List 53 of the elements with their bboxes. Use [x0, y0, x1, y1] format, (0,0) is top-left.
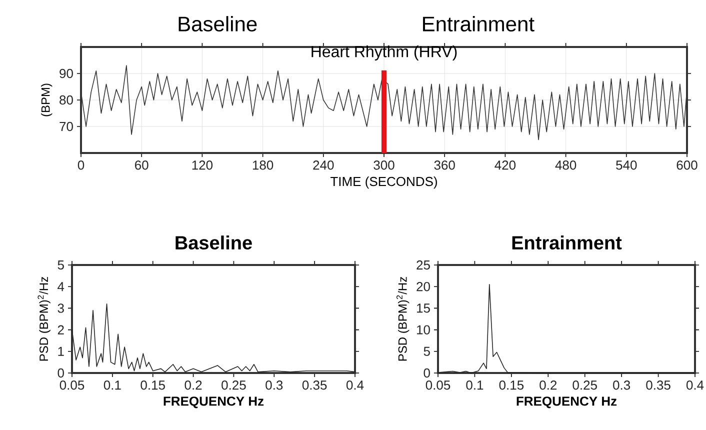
y-tick-label: 10	[417, 325, 430, 334]
x-tick-label: 420	[494, 160, 516, 170]
x-tick-label: 0.4	[686, 380, 704, 390]
x-tick-label: 0.05	[60, 380, 84, 390]
x-axis-title: FREQUENCY Hz	[516, 396, 617, 408]
x-tick-label: 60	[135, 160, 148, 170]
text: Baseline	[178, 16, 257, 32]
x-tick-label: 0.25	[222, 380, 246, 390]
y-tick-label: 15	[417, 304, 430, 313]
x-tick-label: 300	[374, 160, 394, 170]
chart-title: Baseline	[176, 236, 252, 250]
y-tick-label: 90	[60, 68, 73, 78]
y-tick-label: 4	[58, 282, 64, 292]
x-axis-title: TIME (SECONDS)	[330, 176, 437, 189]
y-tick-label: 0	[424, 368, 430, 378]
x-tick-label: 120	[192, 160, 213, 170]
x-tick-label: 0.15	[140, 380, 165, 390]
y-tick-label: 70	[60, 122, 73, 132]
y-axis-title: PSD (BPM)$^{2}$/Hz	[38, 277, 50, 361]
x-tick-label: 180	[252, 160, 274, 170]
x-tick-label: 240	[313, 160, 334, 170]
x-tick-label: 0.2	[540, 380, 557, 390]
x-tick-label: 360	[434, 160, 455, 170]
y-axis-title: (BPM)	[40, 84, 52, 116]
x-tick-label: 600	[676, 160, 698, 170]
y-tick-label: 5	[58, 260, 64, 270]
x-tick-label: 0.35	[646, 380, 670, 390]
x-tick-label: 540	[616, 160, 637, 170]
y-axis-title: PSD (BPM)$^{2}$/Hz	[396, 277, 410, 361]
x-tick-label: 0.3	[613, 380, 630, 390]
x-tick-label: 0.3	[266, 380, 283, 390]
y-tick-label: 3	[58, 304, 64, 313]
x-tick-label: 0.05	[426, 380, 450, 390]
x-tick-label: 0.25	[572, 380, 597, 390]
y-tick-label: 2	[58, 325, 64, 334]
y-tick-label: 0	[58, 368, 64, 378]
x-tick-label: 0	[78, 160, 84, 170]
y-tick-label: 1	[58, 346, 64, 356]
chart-title: Entrainment	[512, 236, 622, 250]
y-tick-label: 25	[416, 260, 430, 270]
chart-title: Heart Rhythm (HRV)	[312, 46, 457, 60]
x-tick-label: 0.4	[346, 380, 364, 390]
x-tick-label: 0.2	[184, 380, 202, 390]
x-tick-label: 0.35	[302, 380, 327, 390]
y-tick-label: 5	[424, 346, 430, 356]
x-tick-label: 480	[555, 160, 576, 170]
x-axis-title: FREQUENCY Hz	[164, 396, 264, 408]
text: Entrainment	[423, 16, 534, 32]
y-tick-label: 80	[60, 95, 73, 105]
x-tick-label: 0.1	[466, 380, 484, 390]
y-tick-label: 20	[416, 282, 430, 292]
x-tick-label: 0.15	[499, 380, 524, 390]
x-tick-label: 0.1	[104, 380, 121, 390]
